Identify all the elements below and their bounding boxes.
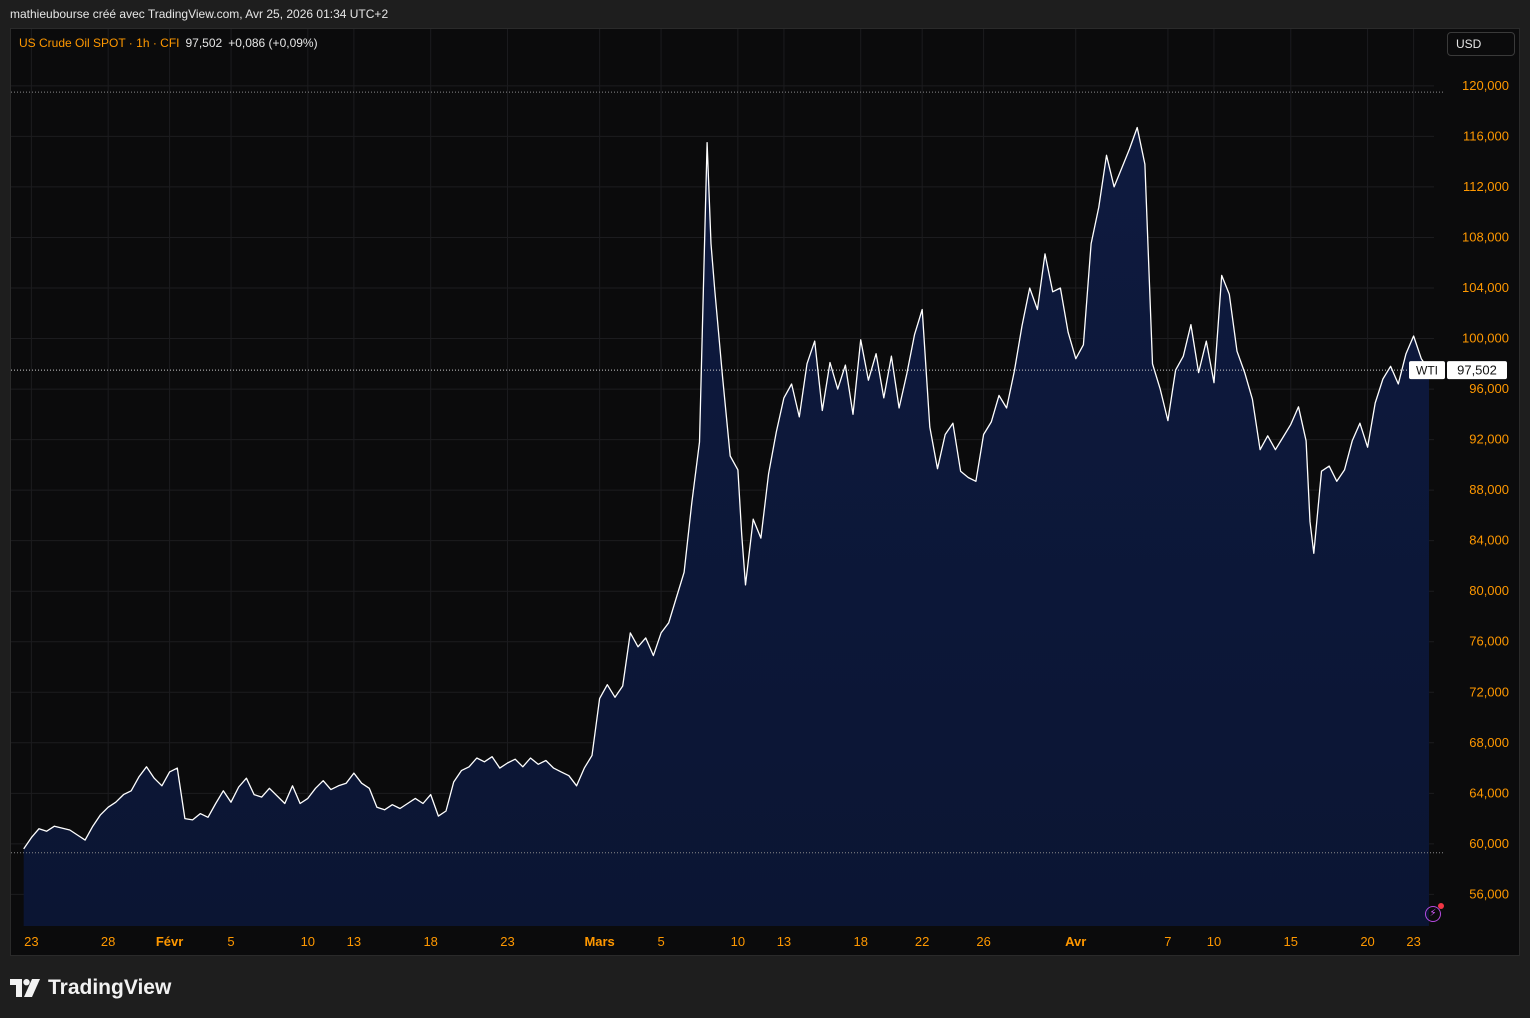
y-tick-label: 116,000	[1463, 128, 1509, 143]
y-tick-label: 88,000	[1469, 482, 1509, 497]
x-tick-label: 13	[347, 934, 361, 949]
x-tick-label: 22	[915, 934, 929, 949]
last-price-label: 97,502	[1457, 363, 1497, 378]
y-tick-label: 104,000	[1462, 280, 1509, 295]
x-tick-label: 28	[101, 934, 115, 949]
series-tag-label: WTI	[1416, 364, 1438, 378]
y-tick-label: 100,000	[1462, 331, 1509, 346]
legend-change: +0,086 (+0,09%)	[228, 36, 318, 50]
y-tick-label: 68,000	[1469, 735, 1509, 750]
last-price-box	[1447, 361, 1507, 380]
x-tick-label: 18	[853, 934, 867, 949]
x-tick-label: 23	[1406, 934, 1420, 949]
last-price-marker: WTI 97,502	[1409, 361, 1507, 380]
x-tick-label: 26	[976, 934, 990, 949]
x-tick-label: 5	[227, 934, 234, 949]
x-tick-label: 15	[1284, 934, 1298, 949]
y-tick-label: 72,000	[1469, 684, 1509, 699]
x-axis[interactable]: 23 28 Févr 5 10 13 18 23 Mars 5 10 13 18 22 26 Avr 7 10 15…	[24, 934, 1421, 949]
price-chart[interactable]: 120,000 116,000 112,000 108,000 104,000 100,0…	[11, 29, 1519, 955]
y-tick-label: 84,000	[1469, 533, 1509, 548]
y-tick-label: 120,000	[1462, 78, 1509, 93]
brand-name: TradingView	[48, 976, 172, 999]
x-tick-label: 7	[1164, 934, 1171, 949]
x-tick-label: Févr	[156, 934, 183, 949]
chart-frame[interactable]: 120,000 116,000 112,000 108,000 104,000 100,0…	[10, 28, 1520, 956]
price-area	[23, 127, 1430, 926]
series-tag-box	[1409, 361, 1445, 380]
x-tick-label: 10	[1207, 934, 1221, 949]
brand-footer[interactable]: TradingView	[10, 976, 171, 1000]
x-tick-label: 10	[731, 934, 745, 949]
legend-symbol: US Crude Oil SPOT · 1h · CFI	[19, 36, 180, 50]
y-tick-label: 92,000	[1469, 432, 1509, 447]
x-tick-label: 10	[301, 934, 315, 949]
lightning-icon[interactable]: ⚡	[1425, 903, 1444, 922]
x-tick-label: Avr	[1065, 934, 1086, 949]
y-tick-label: 80,000	[1469, 583, 1509, 598]
price-line	[23, 126, 1430, 850]
x-tick-label: 13	[777, 934, 791, 949]
x-tick-label: 23	[24, 934, 38, 949]
x-tick-label: Mars	[584, 934, 614, 949]
chart-caption: mathieubourse créé avec TradingView.com,…	[10, 7, 389, 21]
y-tick-label: 96,000	[1469, 381, 1509, 396]
y-tick-label: 60,000	[1469, 836, 1509, 851]
x-tick-label: 18	[423, 934, 437, 949]
x-tick-label: 20	[1360, 934, 1374, 949]
y-axis[interactable]: 120,000 116,000 112,000 108,000 104,000 100,0…	[1462, 78, 1509, 902]
y-tick-label: 112,000	[1463, 179, 1509, 194]
y-tick-label: 76,000	[1469, 634, 1509, 649]
tradingview-logo-icon	[10, 979, 40, 997]
symbol-legend[interactable]: US Crude Oil SPOT · 1h · CFI 97,502 +0,086…	[19, 36, 318, 50]
x-tick-label: 5	[657, 934, 664, 949]
y-tick-label: 108,000	[1462, 229, 1509, 244]
legend-price: 97,502	[185, 36, 223, 50]
y-tick-label: 64,000	[1469, 785, 1509, 800]
x-tick-label: 23	[500, 934, 514, 949]
currency-selector[interactable]: USD	[1447, 32, 1515, 56]
y-tick-label: 56,000	[1469, 886, 1509, 901]
